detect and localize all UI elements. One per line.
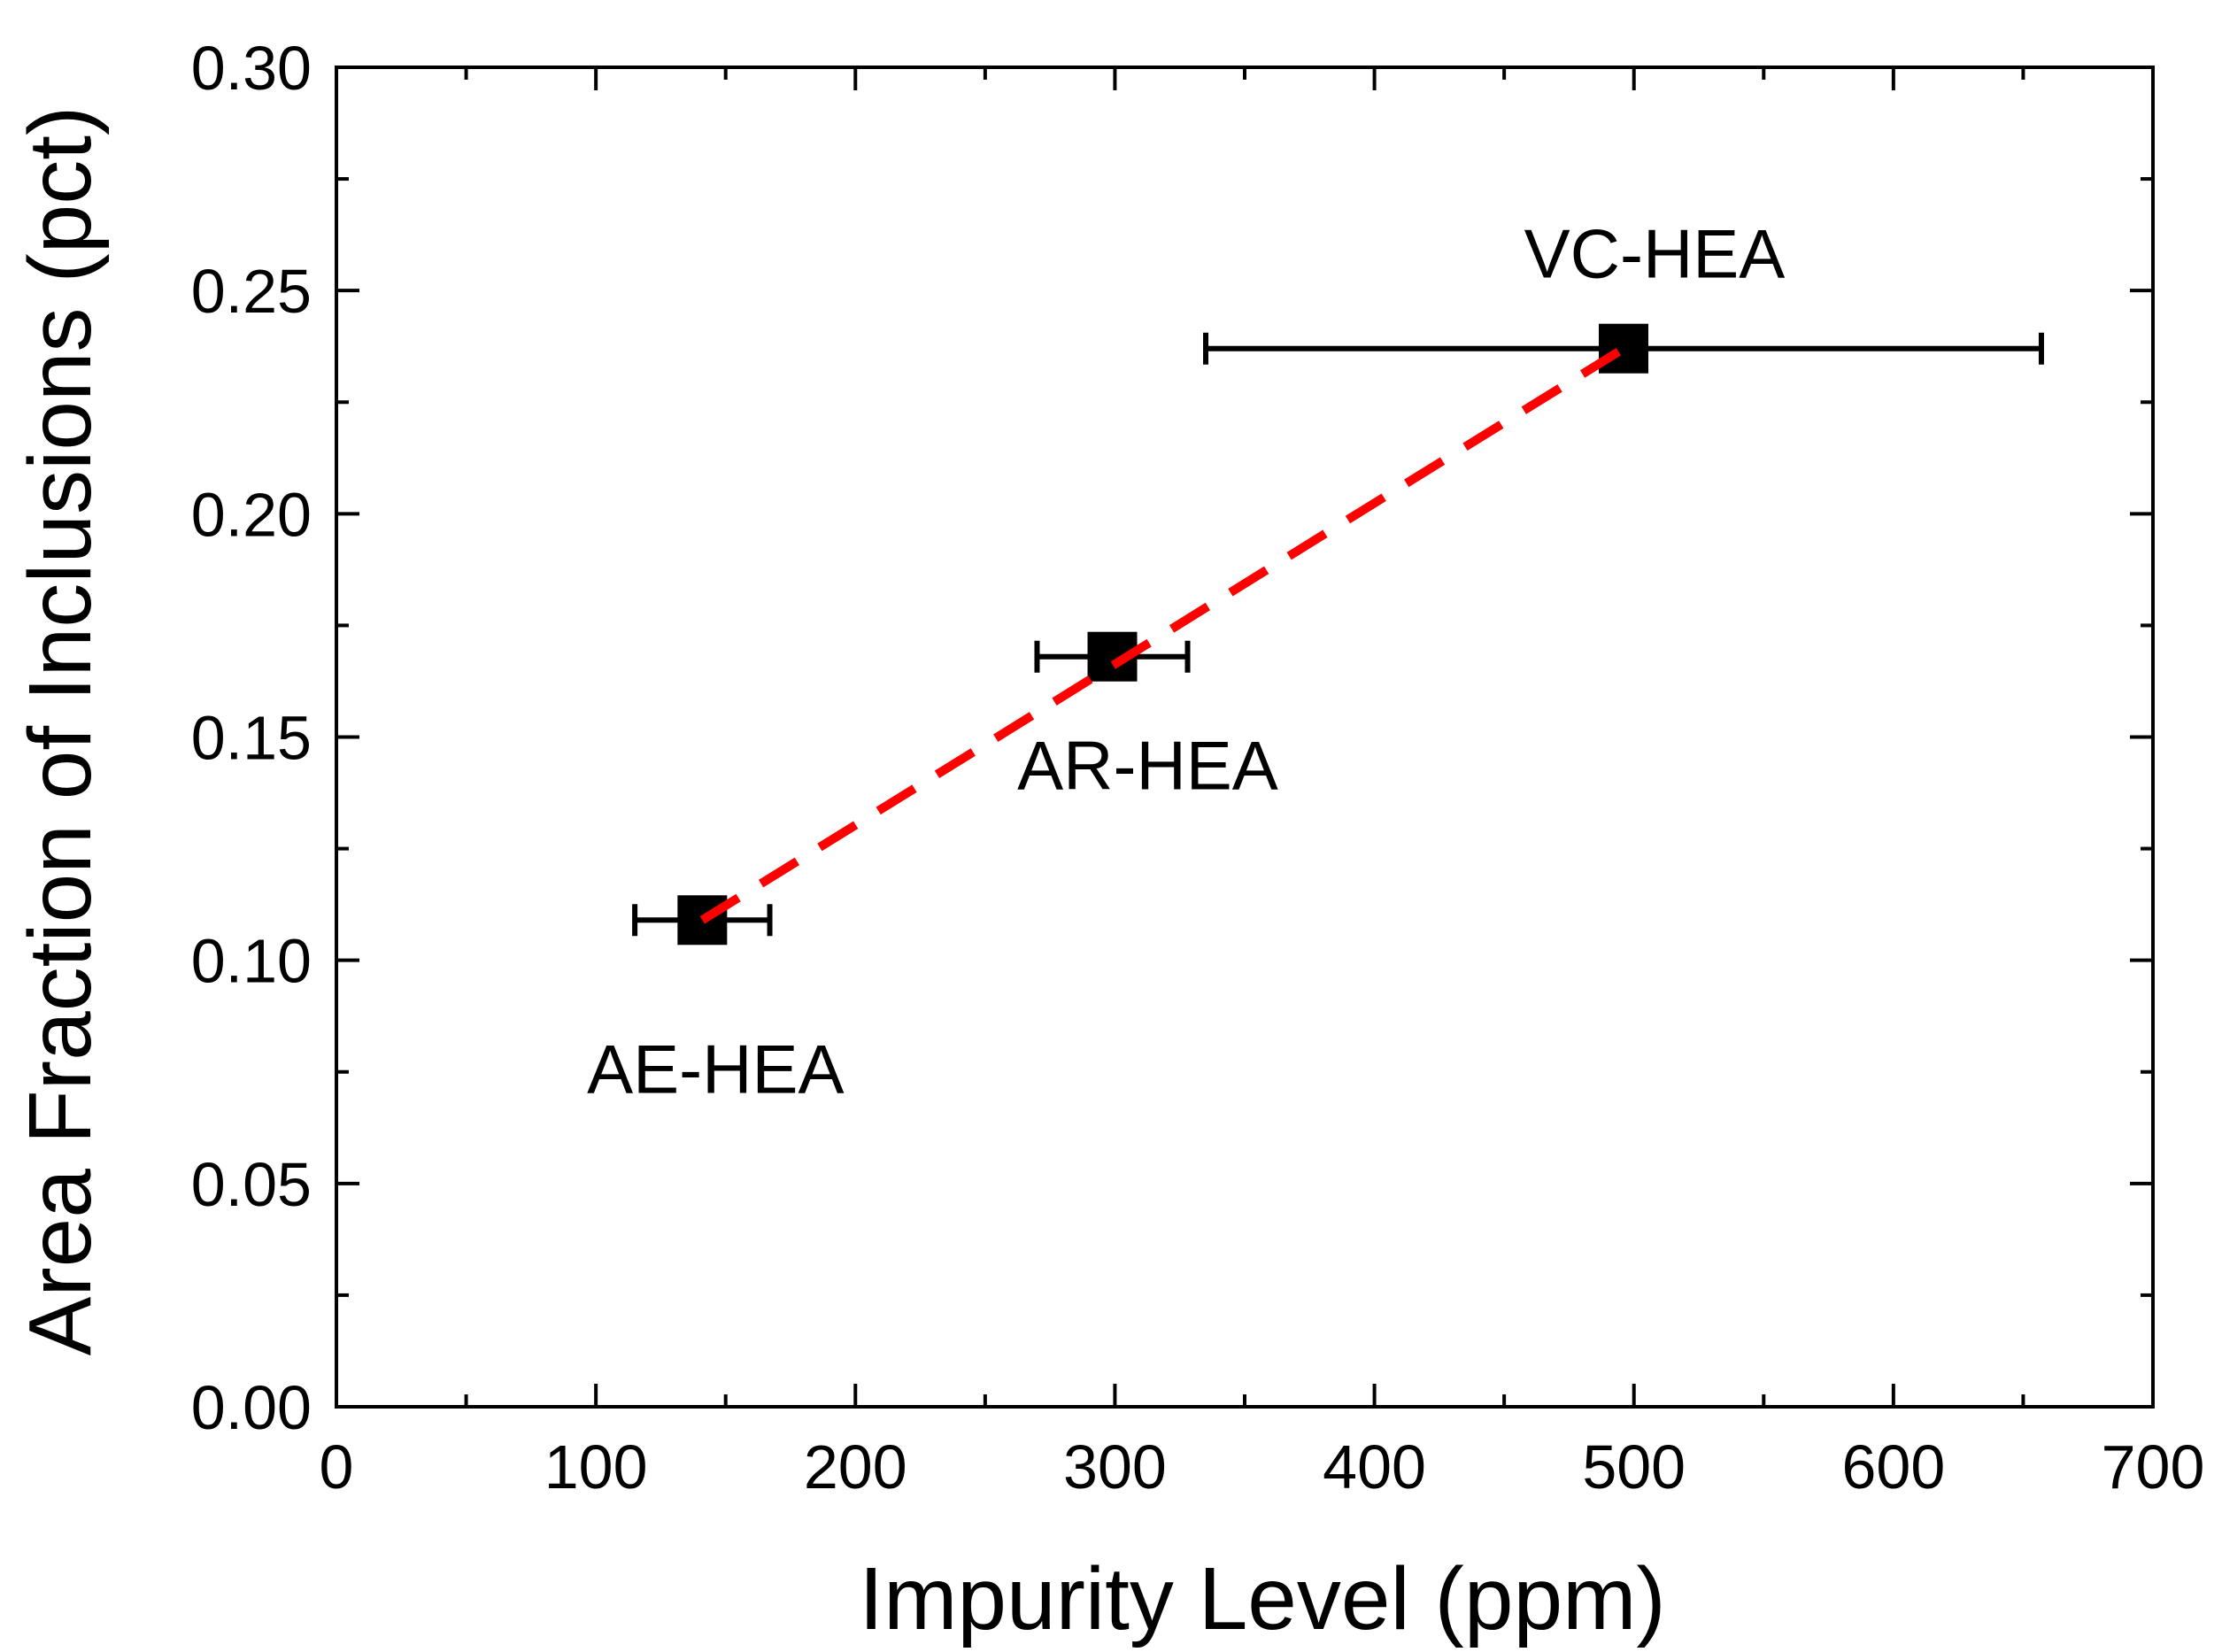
y-tick-label: 0.00 xyxy=(191,1373,312,1442)
y-tick-label: 0.20 xyxy=(191,480,312,549)
axes-layer xyxy=(335,66,2155,1409)
x-tick-label: 600 xyxy=(1841,1432,1945,1501)
x-axis-title: Impurity Level (ppm) xyxy=(859,1549,1665,1648)
x-tick-label: 500 xyxy=(1582,1432,1686,1501)
data-point-label: VC-HEA xyxy=(1524,215,1786,293)
y-tick-label: 0.30 xyxy=(191,34,312,103)
x-tick-label: 200 xyxy=(804,1432,907,1501)
y-tick-label: 0.05 xyxy=(191,1150,312,1219)
x-tick-label: 100 xyxy=(544,1432,648,1501)
x-tick-label: 300 xyxy=(1063,1432,1167,1501)
data-point-label: AR-HEA xyxy=(1017,727,1278,805)
data-layer xyxy=(632,323,2044,946)
y-axis-title: Area Fraction of Inclusions (pct) xyxy=(11,106,110,1356)
y-tick-label: 0.10 xyxy=(191,927,312,996)
trend-line xyxy=(699,344,1626,924)
x-tick-label: 700 xyxy=(2102,1432,2205,1501)
y-tick-label: 0.15 xyxy=(191,704,312,773)
x-tick-label: 400 xyxy=(1323,1432,1426,1501)
y-tick-label: 0.25 xyxy=(191,257,312,326)
data-point-marker xyxy=(1598,323,1648,374)
data-point-label: AE-HEA xyxy=(587,1030,844,1108)
labels-layer: 0 100 200 300 400 500 600 700 0.00 0.05 0.10 0.15 0.… xyxy=(11,34,2204,1648)
x-tick-label: 0 xyxy=(320,1432,354,1501)
